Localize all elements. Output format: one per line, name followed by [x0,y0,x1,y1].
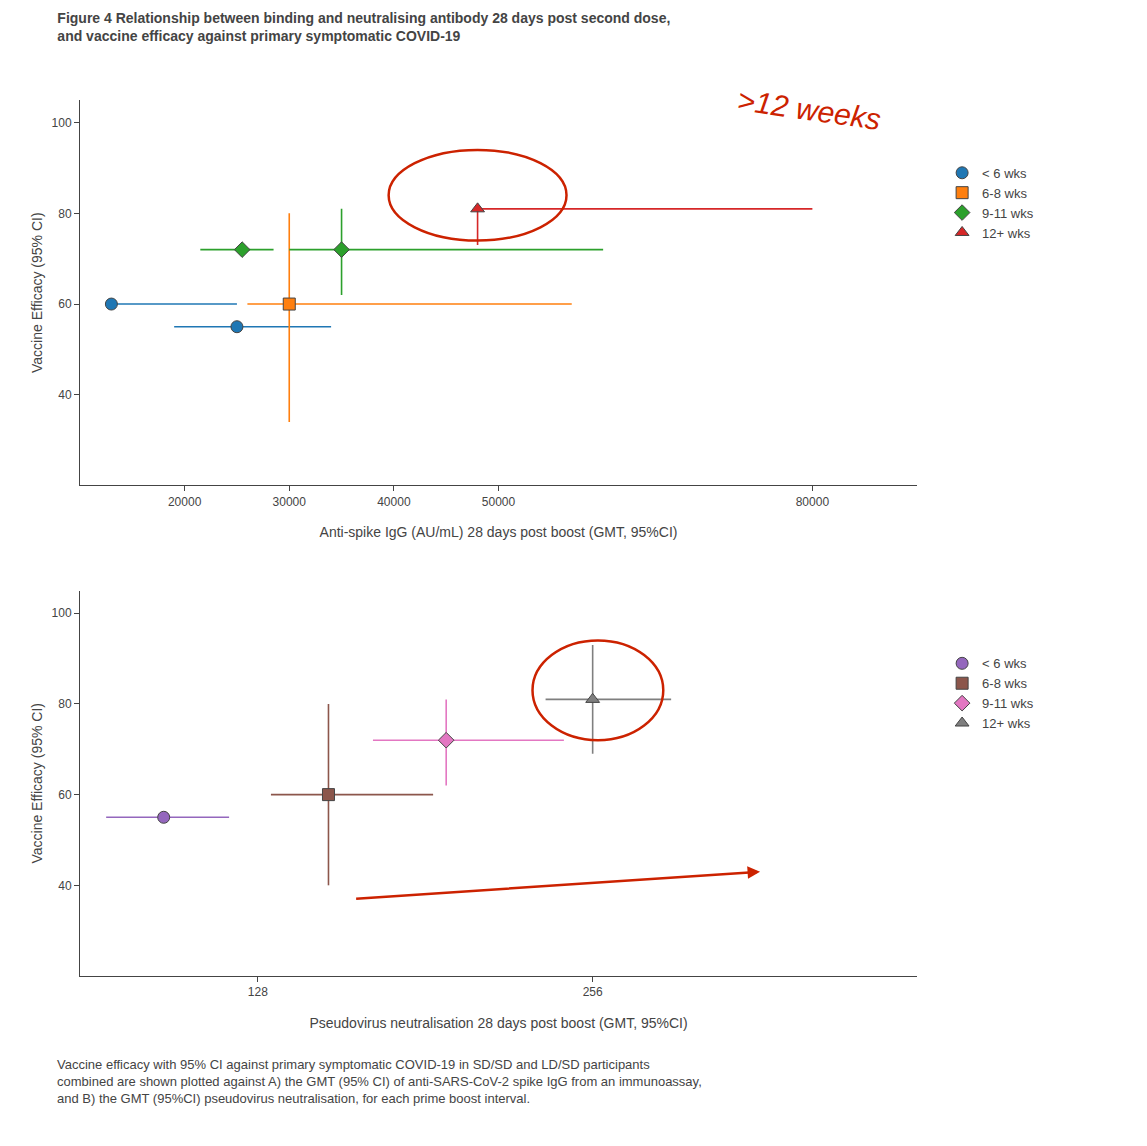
svg-text:Pseudovirus neutralisation 28: Pseudovirus neutralisation 28 days post … [309,1015,687,1031]
svg-text:100: 100 [52,606,72,620]
svg-text:40: 40 [58,388,72,402]
svg-text:9-11 wks: 9-11 wks [982,696,1034,711]
svg-text:30000: 30000 [273,495,307,509]
svg-text:6-8 wks: 6-8 wks [982,676,1027,691]
svg-text:40: 40 [58,879,72,893]
svg-text:128: 128 [248,985,268,999]
svg-text:60: 60 [58,297,72,311]
svg-text:Figure 4 Relationship between: Figure 4 Relationship between binding an… [57,10,670,44]
svg-text:12+ wks: 12+ wks [982,226,1031,241]
svg-text:80: 80 [58,697,72,711]
svg-text:>12 weeks: >12 weeks [735,83,882,136]
svg-text:20000: 20000 [168,495,202,509]
svg-text:256: 256 [583,985,603,999]
svg-text:40000: 40000 [377,495,411,509]
svg-text:Vaccine Efficacy (95% CI): Vaccine Efficacy (95% CI) [29,703,45,864]
svg-text:100: 100 [52,116,72,130]
svg-text:Vaccine Efficacy (95% CI): Vaccine Efficacy (95% CI) [29,212,45,373]
svg-text:60: 60 [58,788,72,802]
svg-text:Vaccine efficacy with 95% CI a: Vaccine efficacy with 95% CI against pri… [57,1057,702,1106]
svg-text:12+ wks: 12+ wks [982,716,1031,731]
svg-text:< 6 wks: < 6 wks [982,166,1027,181]
svg-text:9-11 wks: 9-11 wks [982,206,1034,221]
svg-text:80000: 80000 [796,495,830,509]
svg-text:6-8 wks: 6-8 wks [982,186,1027,201]
svg-text:50000: 50000 [482,495,516,509]
svg-text:80: 80 [58,207,72,221]
svg-text:< 6 wks: < 6 wks [982,656,1027,671]
svg-text:Anti-spike IgG (AU/mL) 28 days: Anti-spike IgG (AU/mL) 28 days post boos… [320,524,678,540]
